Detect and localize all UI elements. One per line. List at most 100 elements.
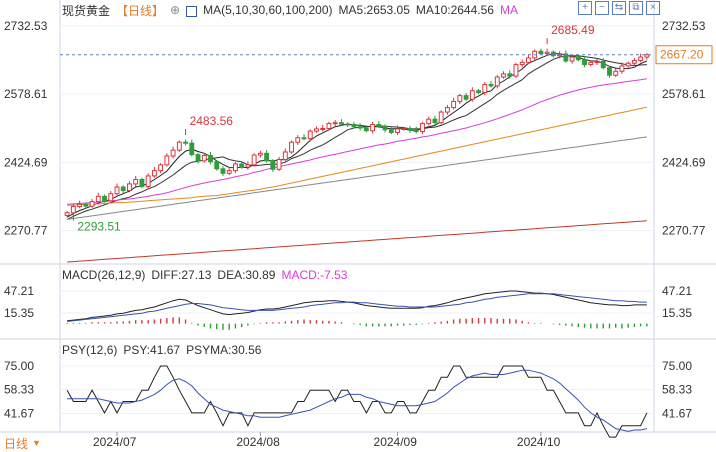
candle-body bbox=[463, 95, 469, 100]
candle bbox=[619, 62, 625, 74]
zoom-in-icon[interactable]: + bbox=[578, 1, 592, 15]
psy-y-tick-right: 41.67 bbox=[662, 406, 692, 420]
period-button[interactable]: 日线 ▼ bbox=[0, 434, 58, 452]
candle-body bbox=[176, 141, 182, 151]
macd-panel bbox=[66, 290, 648, 330]
candle-body bbox=[544, 51, 550, 54]
main-y-tick-right: 2424.69 bbox=[662, 155, 706, 169]
candle bbox=[170, 146, 176, 159]
x-tick-label: 2024/07 bbox=[93, 435, 137, 449]
candle bbox=[519, 59, 525, 68]
candle-body bbox=[127, 183, 132, 192]
psy-line bbox=[66, 365, 648, 438]
psy-header: PSY(12,6) PSY:41.67 PSYMA:30.56 bbox=[62, 343, 261, 357]
macd-y-tick-right: 47.21 bbox=[662, 284, 692, 298]
candle bbox=[563, 50, 569, 63]
candle-body bbox=[332, 122, 338, 125]
candle bbox=[108, 191, 114, 204]
x-tick-label: 2024/08 bbox=[236, 435, 280, 449]
candle bbox=[89, 199, 95, 208]
candle bbox=[270, 159, 276, 172]
ma-line-ma10 bbox=[66, 55, 647, 220]
candle bbox=[582, 56, 587, 68]
candle bbox=[438, 110, 444, 125]
candle-body bbox=[469, 90, 475, 100]
candle-body bbox=[326, 123, 332, 129]
candle bbox=[251, 153, 257, 167]
candle-body bbox=[563, 53, 569, 62]
ma-toggle-icon[interactable] bbox=[186, 5, 198, 17]
candle-body bbox=[164, 155, 170, 166]
psy-value: PSY:41.67 bbox=[123, 343, 181, 357]
candle bbox=[644, 53, 650, 60]
candle-body bbox=[388, 129, 394, 133]
candle-body bbox=[594, 60, 600, 63]
candle bbox=[145, 173, 151, 190]
candle-body bbox=[607, 67, 612, 76]
candle bbox=[332, 120, 338, 127]
candle-body bbox=[64, 212, 70, 216]
candle bbox=[469, 87, 475, 102]
candle bbox=[569, 55, 575, 64]
candle bbox=[345, 122, 351, 128]
macd-dea-line bbox=[67, 293, 647, 322]
restore-icon[interactable]: ⧉ bbox=[629, 1, 643, 15]
candle-body bbox=[600, 60, 606, 69]
candle-body bbox=[201, 155, 207, 162]
candle bbox=[432, 115, 438, 126]
candle bbox=[420, 121, 425, 135]
candle-body bbox=[432, 118, 438, 124]
candle-body bbox=[226, 170, 232, 174]
settings-icon[interactable]: ⊕ bbox=[170, 3, 181, 17]
close-icon[interactable]: × bbox=[646, 1, 660, 15]
candle-body bbox=[363, 127, 369, 132]
zoom-out-icon[interactable]: − bbox=[595, 1, 609, 15]
candle bbox=[501, 71, 506, 79]
candle bbox=[351, 121, 357, 129]
candle-body bbox=[582, 59, 587, 66]
ma10-value: MA10:2644.56 bbox=[415, 3, 494, 17]
candle-body bbox=[451, 100, 457, 109]
candle-body bbox=[638, 56, 644, 62]
candle bbox=[457, 93, 463, 105]
candle bbox=[631, 57, 637, 66]
candle bbox=[176, 140, 182, 152]
candle-body bbox=[488, 84, 494, 87]
candle-body bbox=[420, 123, 425, 133]
candle bbox=[95, 192, 101, 205]
candle-body bbox=[588, 61, 594, 66]
candle-body bbox=[513, 64, 519, 77]
candle bbox=[494, 75, 500, 89]
candle bbox=[600, 57, 606, 70]
candle-body bbox=[239, 163, 245, 168]
main-header: 现货黄金 【日线】 ⊕ MA(5,10,30,60,100,200) MA5:2… bbox=[62, 2, 518, 18]
ma-more: MA bbox=[499, 3, 518, 17]
candle-body bbox=[482, 84, 488, 94]
main-y-tick-right: 2732.53 bbox=[662, 19, 706, 33]
candle bbox=[245, 161, 251, 170]
pan-icon[interactable]: ⇆ bbox=[612, 1, 626, 15]
candle-body bbox=[170, 149, 176, 157]
candle bbox=[550, 50, 556, 58]
candle-body bbox=[295, 137, 301, 143]
ma-line-ma100 bbox=[67, 136, 647, 220]
candle bbox=[370, 121, 376, 134]
candle-body bbox=[619, 65, 625, 72]
candle bbox=[64, 210, 70, 218]
period-button-label: 日线 bbox=[4, 436, 29, 451]
period-label[interactable]: 【日线】 bbox=[116, 3, 165, 18]
candle bbox=[83, 202, 89, 209]
candle bbox=[507, 70, 513, 79]
candle bbox=[282, 148, 288, 163]
candle-body bbox=[395, 128, 400, 133]
candle bbox=[264, 149, 270, 163]
chevron-down-icon: ▼ bbox=[32, 438, 41, 448]
main-y-tick-left: 2424.69 bbox=[4, 155, 48, 169]
psyma-line bbox=[67, 369, 648, 432]
candle bbox=[314, 126, 319, 133]
candle-body bbox=[526, 57, 531, 63]
candle bbox=[413, 126, 419, 134]
candle-body bbox=[289, 141, 294, 153]
psyma-value: PSYMA:30.56 bbox=[186, 343, 262, 357]
